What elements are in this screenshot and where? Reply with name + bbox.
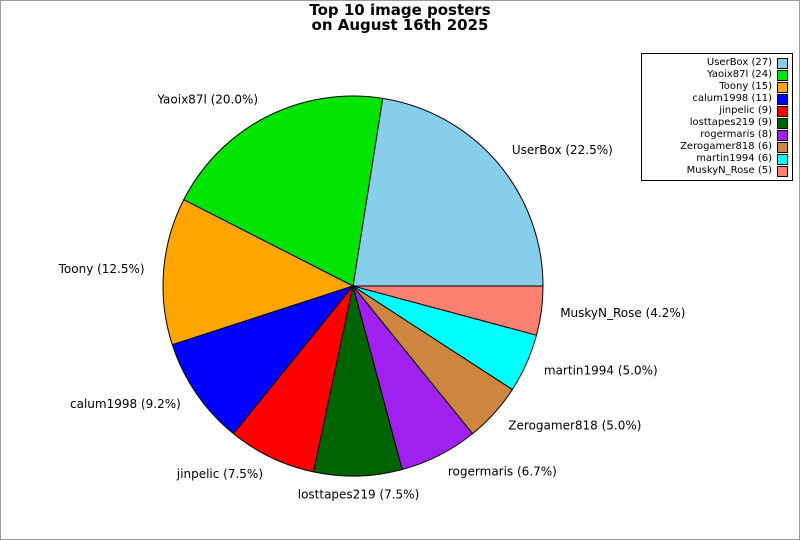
legend-swatch: [777, 81, 788, 93]
pie-slice-label: rogermaris (6.7%): [448, 465, 557, 479]
legend-item-MuskyN_Rose: MuskyN_Rose (5): [646, 165, 788, 177]
legend-label: rogermaris (8): [700, 129, 772, 140]
legend-swatch: [777, 117, 788, 129]
pie-slice-label: UserBox (22.5%): [512, 143, 613, 157]
legend-item-losttapes219: losttapes219 (9): [646, 117, 788, 129]
legend-swatch: [777, 141, 788, 153]
pie-slice-label: Toony (12.5%): [58, 262, 145, 276]
legend-swatch: [777, 129, 788, 141]
pie-slice-label: calum1998 (9.2%): [70, 397, 181, 411]
legend-swatch: [777, 69, 788, 81]
legend-label: martin1994 (6): [696, 153, 772, 164]
legend-swatch: [777, 105, 788, 117]
legend-label: UserBox (27): [706, 57, 772, 68]
pie-slice-UserBox: [352, 97, 544, 287]
legend-item-Toony: Toony (15): [646, 81, 788, 93]
legend-label: jinpelic (9): [719, 105, 772, 116]
legend-label: losttapes219 (9): [689, 117, 772, 128]
legend-label: Zerogamer818 (6): [680, 141, 772, 152]
legend-label: Toony (15): [719, 81, 772, 92]
legend-swatch: [777, 93, 788, 105]
legend-swatch: [777, 153, 788, 165]
pie-slice-MuskyN_Rose: [352, 285, 544, 336]
legend-item-calum1998: calum1998 (11): [646, 93, 788, 105]
pie-slice-label: Yaoix87l (20.0%): [156, 92, 258, 106]
legend-label: calum1998 (11): [692, 93, 772, 104]
pie-slice-label: losttapes219 (7.5%): [298, 487, 420, 501]
legend-label: MuskyN_Rose (5): [686, 165, 772, 176]
legend-item-UserBox: UserBox (27): [646, 57, 788, 69]
legend-item-Yaoix87l: Yaoix87l (24): [646, 69, 788, 81]
legend-item-rogermaris: rogermaris (8): [646, 129, 788, 141]
pie-slice-Yaoix87l: [183, 95, 384, 287]
pie-slice-Toony: [162, 199, 355, 346]
chart-title-line2: on August 16th 2025: [311, 16, 489, 34]
pie-slice-label: martin1994 (5.0%): [544, 364, 658, 378]
pie-slice-label: jinpelic (7.5%): [176, 467, 263, 481]
pie-slice-calum1998: [171, 285, 355, 435]
legend-item-jinpelic: jinpelic (9): [646, 105, 788, 117]
legend-item-Zerogamer818: Zerogamer818 (6): [646, 141, 788, 153]
legend-swatch: [777, 165, 788, 177]
legend: UserBox (27) Yaoix87l (24) Toony (15) calum…: [641, 53, 793, 181]
legend-swatch: [777, 57, 788, 69]
pie-slice-label: Zerogamer818 (5.0%): [508, 418, 641, 432]
chart-title: Top 10 image posters on August 16th 2025: [1, 3, 799, 33]
chart-title-line1: Top 10 image posters: [309, 1, 491, 19]
pie-slice-label: MuskyN_Rose (4.2%): [560, 306, 685, 320]
legend-item-martin1994: martin1994 (6): [646, 153, 788, 165]
legend-label: Yaoix87l (24): [707, 69, 772, 80]
